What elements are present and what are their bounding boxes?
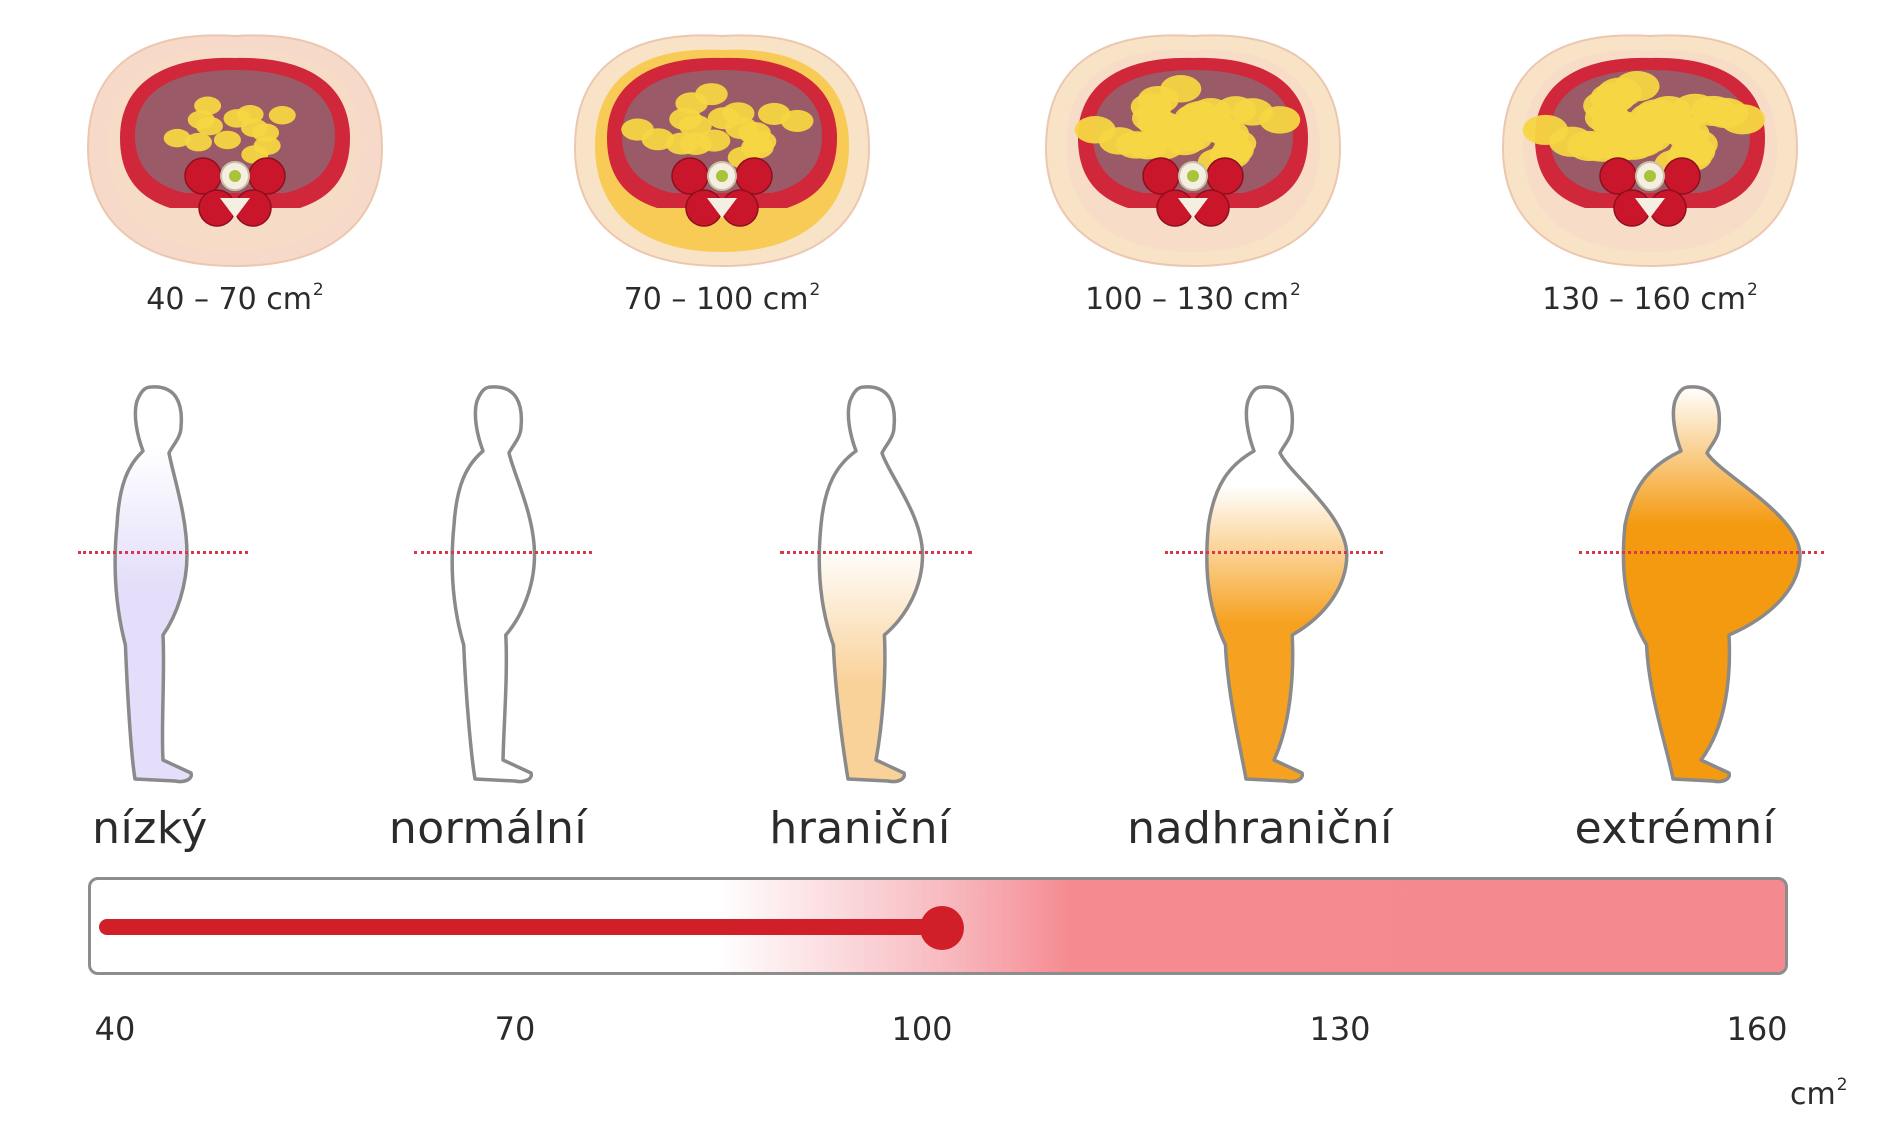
abdomen-cross-section-1 [80,28,390,273]
waist-line [779,551,973,554]
category-label: nízký [92,803,208,854]
body-silhouette-2 [355,375,635,795]
cross-section-range-label: 70 – 100 cm2 [623,280,821,317]
scale-fill [99,919,942,935]
cross-section-range-label: 40 – 70 cm2 [146,280,324,317]
body-silhouette-1 [15,375,295,795]
waist-line [1164,551,1384,554]
scale-tick-label: 100 [891,1010,953,1048]
abdomen-cross-section-2 [567,28,877,273]
category-label: extrémní [1574,803,1776,854]
scale-tick-label: 40 [94,1010,136,1048]
waist-line [1578,551,1824,554]
cross-section-range-label: 130 – 160 cm2 [1542,280,1758,317]
category-label: hraniční [769,803,951,854]
category-label: nadhraniční [1127,803,1393,854]
scale-tick-label: 130 [1309,1010,1371,1048]
category-label: normální [388,803,588,854]
visceral-fat-scale-bar [88,877,1788,975]
cross-section-range-label: 100 – 130 cm2 [1085,280,1301,317]
abdomen-cross-section-3 [1038,28,1348,273]
waist-line [414,551,592,554]
body-silhouette-4 [1126,375,1406,795]
scale-indicator-knob [920,906,964,950]
body-silhouette-3 [728,375,1008,795]
scale-tick-label: 70 [494,1010,536,1048]
body-silhouette-5 [1553,375,1833,795]
scale-tick-label: 160 [1726,1010,1788,1048]
abdomen-cross-section-4 [1495,28,1805,273]
scale-unit-label: cm2 [1790,1075,1848,1112]
waist-line [78,551,248,554]
